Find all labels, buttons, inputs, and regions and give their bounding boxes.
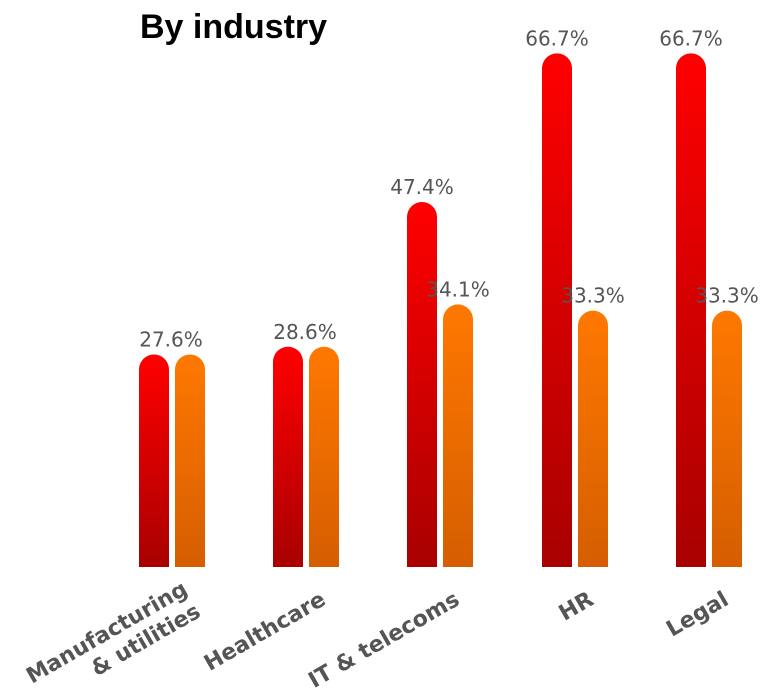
category-label-3: HR xyxy=(555,587,598,626)
data-label-red-4: 66.7% xyxy=(659,26,723,50)
bar-orange-2 xyxy=(443,304,473,567)
chart-title: By industry xyxy=(140,8,327,46)
bar-red-2 xyxy=(407,202,437,567)
data-label-orange-3: 33.3% xyxy=(561,284,625,308)
category-label-4: Legal xyxy=(662,587,733,642)
data-label-red-2: 47.4% xyxy=(390,175,454,199)
bar-orange-4 xyxy=(712,310,742,567)
data-label-orange-1: 28.6% xyxy=(273,320,337,344)
category-label-2: IT & telecoms xyxy=(304,587,464,694)
bar-orange-3 xyxy=(578,310,608,567)
bar-red-4 xyxy=(676,53,706,567)
data-label-orange-0: 27.6% xyxy=(139,327,203,351)
bar-red-1 xyxy=(273,346,303,567)
data-label-red-3: 66.7% xyxy=(525,26,589,50)
bar-orange-1 xyxy=(309,346,339,567)
bars-layer xyxy=(139,53,742,567)
data-label-orange-4: 33.3% xyxy=(695,284,759,308)
bar-orange-0 xyxy=(175,354,205,567)
bar-red-0 xyxy=(139,354,169,567)
bar-red-3 xyxy=(542,53,572,567)
category-label-0: Manufacturing& utilities xyxy=(22,577,205,695)
data-labels-layer: 47.4% 66.7% 66.7% 27.6% 28.6% 34.1% 33.3% 33.3% xyxy=(139,26,759,351)
category-label-1: Healthcare xyxy=(200,587,330,676)
data-label-orange-2: 34.1% xyxy=(426,277,490,301)
